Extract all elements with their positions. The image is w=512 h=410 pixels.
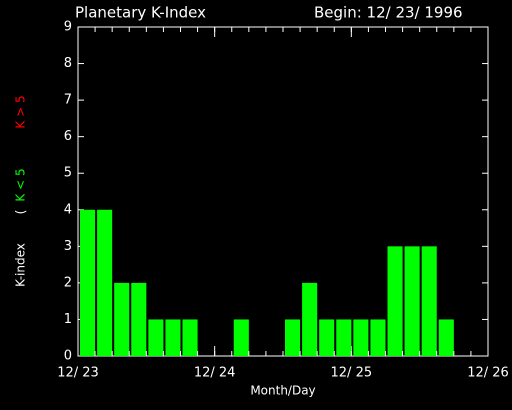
y-tick-label: 4 bbox=[64, 202, 72, 217]
y-tick-label: 1 bbox=[64, 312, 72, 327]
bar bbox=[114, 282, 130, 356]
bar bbox=[182, 319, 198, 356]
y-tick-label: 0 bbox=[64, 349, 72, 364]
y-tick-label: 9 bbox=[64, 20, 72, 35]
x-tick-label: 12/ 25 bbox=[331, 366, 373, 381]
y-tick-label: 6 bbox=[64, 129, 72, 144]
bar bbox=[370, 319, 386, 356]
y-tick-label: 2 bbox=[64, 275, 72, 290]
bar bbox=[404, 246, 420, 356]
bar bbox=[148, 319, 164, 356]
bar bbox=[438, 319, 454, 356]
chart-subtitle: Begin: 12/ 23/ 1996 bbox=[314, 4, 463, 22]
bar bbox=[302, 282, 318, 356]
y-tick-label: 3 bbox=[64, 239, 72, 254]
y-axis-label: K-index bbox=[14, 243, 28, 287]
legend-paren: ( bbox=[14, 210, 28, 215]
legend-item: K > 5 bbox=[14, 95, 28, 128]
bar bbox=[285, 319, 301, 356]
x-tick-label: 12/ 23 bbox=[57, 366, 99, 381]
x-tick-label: 12/ 26 bbox=[467, 366, 509, 381]
y-tick-label: 8 bbox=[64, 56, 72, 71]
bar bbox=[319, 319, 335, 356]
x-axis-label: Month/Day bbox=[250, 384, 315, 398]
chart-title: Planetary K-Index bbox=[75, 4, 206, 22]
bar bbox=[165, 319, 181, 356]
bar bbox=[131, 282, 147, 356]
bar bbox=[387, 246, 403, 356]
bar bbox=[80, 209, 96, 356]
bar bbox=[336, 319, 352, 356]
y-tick-label: 5 bbox=[64, 166, 72, 181]
y-tick-label: 7 bbox=[64, 93, 72, 108]
bar bbox=[421, 246, 437, 356]
x-tick-label: 12/ 24 bbox=[194, 366, 236, 381]
bar bbox=[97, 209, 113, 356]
bar bbox=[353, 319, 369, 356]
bar bbox=[233, 319, 249, 356]
legend-item: K < 5 bbox=[14, 168, 28, 201]
